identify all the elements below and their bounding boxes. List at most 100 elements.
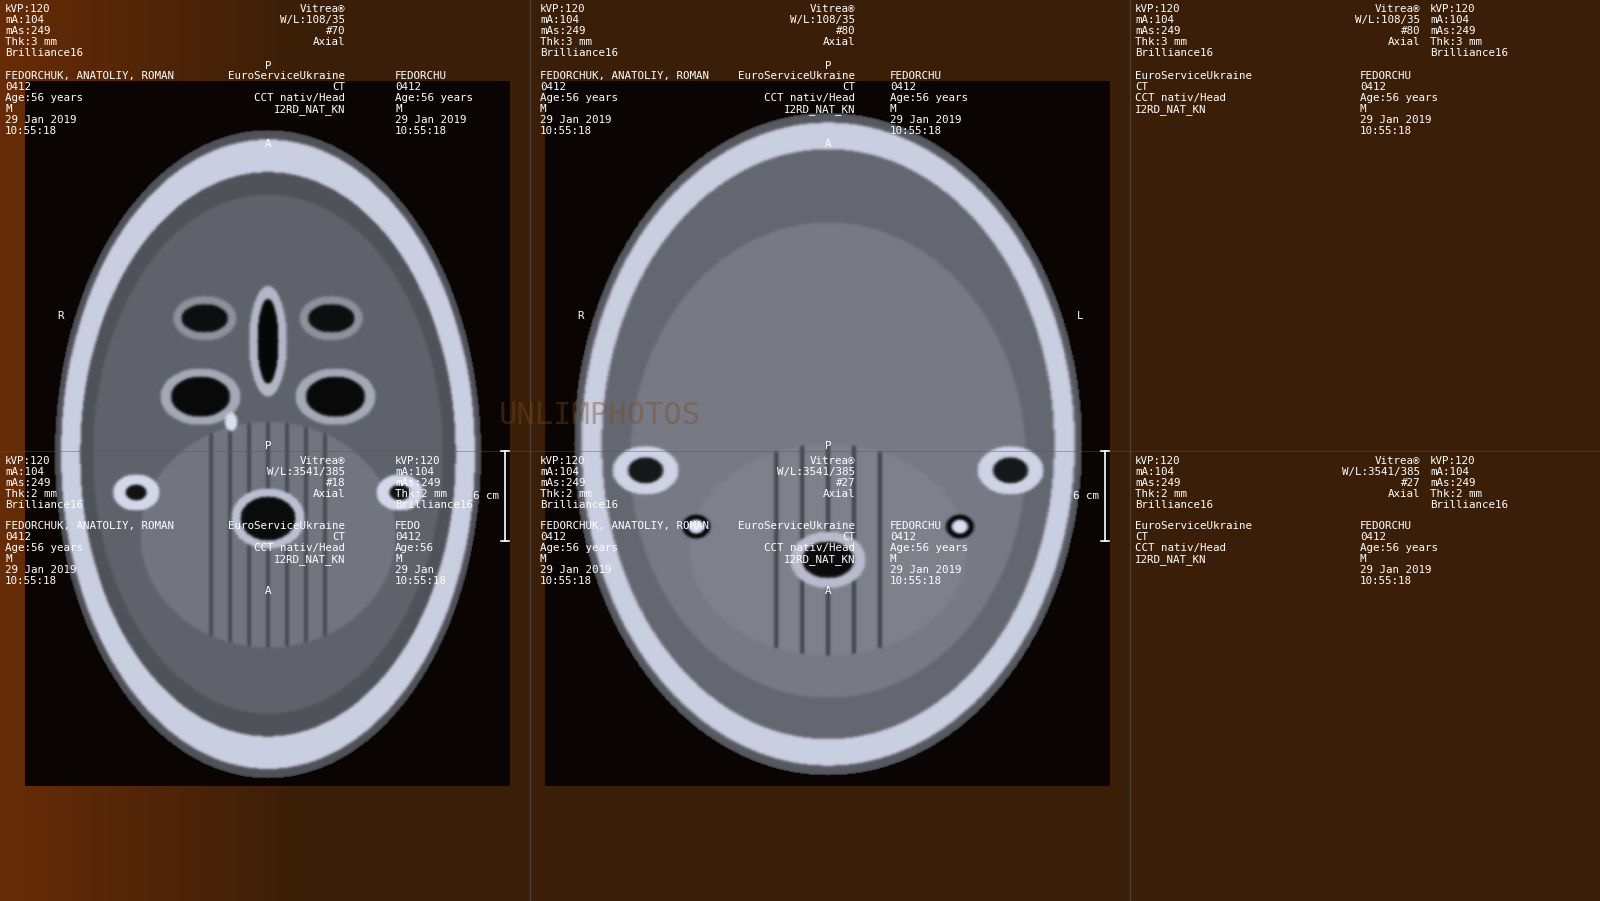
Text: R: R bbox=[56, 311, 64, 321]
Text: Brilliance16: Brilliance16 bbox=[1430, 48, 1507, 58]
Text: Axial: Axial bbox=[822, 37, 854, 47]
Text: 10:55:18: 10:55:18 bbox=[395, 576, 446, 586]
Text: M: M bbox=[1360, 554, 1366, 564]
Text: 29 Jan 2019: 29 Jan 2019 bbox=[890, 115, 962, 125]
Text: 0412: 0412 bbox=[541, 532, 566, 542]
Text: Age:56 years: Age:56 years bbox=[1360, 543, 1438, 553]
Text: kVP:120: kVP:120 bbox=[1134, 4, 1181, 14]
Text: M: M bbox=[5, 554, 11, 564]
Text: A: A bbox=[264, 586, 272, 596]
Text: UNLIMPHOTOS: UNLIMPHOTOS bbox=[499, 401, 701, 430]
Text: 6 cm: 6 cm bbox=[474, 491, 499, 501]
Text: mAs:249: mAs:249 bbox=[541, 478, 586, 488]
Text: Brilliance16: Brilliance16 bbox=[1134, 48, 1213, 58]
Text: Axial: Axial bbox=[1387, 489, 1421, 499]
Text: kVP:120: kVP:120 bbox=[5, 456, 51, 466]
Text: Age:56 years: Age:56 years bbox=[5, 543, 83, 553]
Text: Vitrea®: Vitrea® bbox=[299, 456, 346, 466]
Text: #27: #27 bbox=[1400, 478, 1421, 488]
Text: mAs:249: mAs:249 bbox=[1430, 26, 1475, 36]
Text: FEDORCHUK, ANATOLIY, ROMAN: FEDORCHUK, ANATOLIY, ROMAN bbox=[541, 521, 709, 531]
Text: Brilliance16: Brilliance16 bbox=[5, 500, 83, 510]
Text: 29 Jan 2019: 29 Jan 2019 bbox=[1360, 115, 1432, 125]
Text: 0412: 0412 bbox=[890, 532, 915, 542]
Text: 10:55:18: 10:55:18 bbox=[395, 126, 446, 136]
Text: 29 Jan 2019: 29 Jan 2019 bbox=[5, 565, 77, 575]
Text: 0412: 0412 bbox=[1360, 532, 1386, 542]
Text: CT: CT bbox=[1134, 532, 1149, 542]
Text: M: M bbox=[5, 104, 11, 114]
Text: 29 Jan 2019: 29 Jan 2019 bbox=[541, 565, 611, 575]
Text: R: R bbox=[576, 311, 584, 321]
Text: CCT nativ/Head: CCT nativ/Head bbox=[765, 543, 854, 553]
Text: 0412: 0412 bbox=[395, 82, 421, 92]
Text: 29 Jan 2019: 29 Jan 2019 bbox=[5, 115, 77, 125]
Text: Vitrea®: Vitrea® bbox=[299, 4, 346, 14]
Text: kVP:120: kVP:120 bbox=[541, 456, 586, 466]
Text: mAs:249: mAs:249 bbox=[1430, 478, 1475, 488]
Text: Axial: Axial bbox=[312, 37, 346, 47]
Text: 10:55:18: 10:55:18 bbox=[541, 126, 592, 136]
Text: Thk:2 mm: Thk:2 mm bbox=[5, 489, 58, 499]
Text: FEDO: FEDO bbox=[395, 521, 421, 531]
Text: Vitrea®: Vitrea® bbox=[1374, 4, 1421, 14]
Text: #18: #18 bbox=[325, 478, 346, 488]
Text: 6 cm: 6 cm bbox=[1074, 491, 1099, 501]
Text: Thk:2 mm: Thk:2 mm bbox=[1430, 489, 1482, 499]
Text: mAs:249: mAs:249 bbox=[541, 26, 586, 36]
Text: M: M bbox=[395, 104, 402, 114]
Text: Thk:3 mm: Thk:3 mm bbox=[541, 37, 592, 47]
Text: CCT nativ/Head: CCT nativ/Head bbox=[1134, 93, 1226, 103]
Text: kVP:120: kVP:120 bbox=[5, 4, 51, 14]
Text: CT: CT bbox=[842, 532, 854, 542]
Text: EuroServiceUkraine: EuroServiceUkraine bbox=[738, 521, 854, 531]
Text: 0412: 0412 bbox=[1360, 82, 1386, 92]
Text: P: P bbox=[264, 61, 272, 71]
Text: Age:56 years: Age:56 years bbox=[395, 93, 474, 103]
Text: A: A bbox=[824, 139, 832, 149]
Text: Thk:2 mm: Thk:2 mm bbox=[395, 489, 446, 499]
Text: CT: CT bbox=[1134, 82, 1149, 92]
Text: Vitrea®: Vitrea® bbox=[810, 4, 854, 14]
Text: mA:104: mA:104 bbox=[1134, 467, 1174, 477]
Text: EuroServiceUkraine: EuroServiceUkraine bbox=[1134, 71, 1251, 81]
Text: 0412: 0412 bbox=[395, 532, 421, 542]
Text: CT: CT bbox=[333, 532, 346, 542]
Text: Age:56 years: Age:56 years bbox=[1360, 93, 1438, 103]
Text: kVP:120: kVP:120 bbox=[1430, 456, 1475, 466]
Text: kVP:120: kVP:120 bbox=[541, 4, 586, 14]
Text: #80: #80 bbox=[1400, 26, 1421, 36]
Text: L: L bbox=[1077, 311, 1083, 321]
Text: Thk:3 mm: Thk:3 mm bbox=[5, 37, 58, 47]
Text: A: A bbox=[264, 139, 272, 149]
Text: mA:104: mA:104 bbox=[541, 15, 579, 25]
Text: W/L:108/35: W/L:108/35 bbox=[790, 15, 854, 25]
Text: Brilliance16: Brilliance16 bbox=[1134, 500, 1213, 510]
Text: mAs:249: mAs:249 bbox=[5, 478, 51, 488]
Text: 10:55:18: 10:55:18 bbox=[1360, 126, 1413, 136]
Text: 29 Jan 2019: 29 Jan 2019 bbox=[1360, 565, 1432, 575]
Text: CCT nativ/Head: CCT nativ/Head bbox=[254, 543, 346, 553]
Text: CCT nativ/Head: CCT nativ/Head bbox=[254, 93, 346, 103]
Text: W/L:3541/385: W/L:3541/385 bbox=[778, 467, 854, 477]
Text: Age:56 years: Age:56 years bbox=[541, 543, 618, 553]
Text: mAs:249: mAs:249 bbox=[1134, 26, 1181, 36]
Text: #80: #80 bbox=[835, 26, 854, 36]
Text: mAs:249: mAs:249 bbox=[1134, 478, 1181, 488]
Text: 10:55:18: 10:55:18 bbox=[5, 576, 58, 586]
Text: EuroServiceUkraine: EuroServiceUkraine bbox=[229, 71, 346, 81]
Text: CT: CT bbox=[333, 82, 346, 92]
Text: 0412: 0412 bbox=[5, 532, 30, 542]
Text: Brilliance16: Brilliance16 bbox=[5, 48, 83, 58]
Text: 10:55:18: 10:55:18 bbox=[890, 126, 942, 136]
Text: I2RD_NAT_KN: I2RD_NAT_KN bbox=[784, 104, 854, 115]
Text: EuroServiceUkraine: EuroServiceUkraine bbox=[229, 521, 346, 531]
Text: W/L:3541/385: W/L:3541/385 bbox=[1342, 467, 1421, 477]
Text: FEDORCHUK, ANATOLIY, ROMAN: FEDORCHUK, ANATOLIY, ROMAN bbox=[5, 521, 174, 531]
Text: Brilliance16: Brilliance16 bbox=[541, 500, 618, 510]
Text: I2RD_NAT_KN: I2RD_NAT_KN bbox=[274, 104, 346, 115]
Text: #27: #27 bbox=[835, 478, 854, 488]
Text: Age:56: Age:56 bbox=[395, 543, 434, 553]
Text: mA:104: mA:104 bbox=[541, 467, 579, 477]
Text: Axial: Axial bbox=[1387, 37, 1421, 47]
